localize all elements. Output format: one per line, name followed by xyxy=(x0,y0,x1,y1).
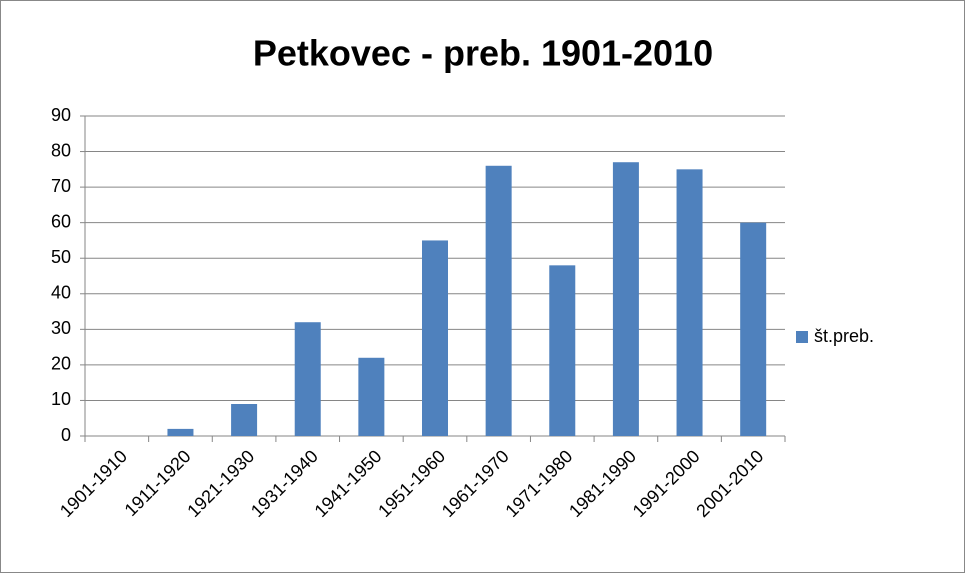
bar xyxy=(294,322,321,436)
bar xyxy=(231,404,258,436)
legend-label: št.preb. xyxy=(814,326,874,346)
bar xyxy=(740,222,767,436)
chart-title: Petkovec - preb. 1901-2010 xyxy=(253,33,713,74)
y-tick-label: 80 xyxy=(51,140,71,160)
bar xyxy=(612,162,639,436)
bar xyxy=(549,265,576,436)
bar xyxy=(485,165,512,436)
y-tick-label: 70 xyxy=(51,176,71,196)
y-tick-label: 40 xyxy=(51,283,71,303)
y-tick-label: 0 xyxy=(61,425,71,445)
y-tick-label: 30 xyxy=(51,318,71,338)
bar xyxy=(167,428,194,436)
bar xyxy=(676,169,703,437)
legend-swatch xyxy=(796,331,808,343)
y-tick-label: 10 xyxy=(51,389,71,409)
y-tick-label: 20 xyxy=(51,354,71,374)
bar xyxy=(422,240,448,436)
y-tick-label: 90 xyxy=(51,105,71,125)
y-tick-label: 50 xyxy=(51,247,71,267)
bar xyxy=(358,357,385,436)
y-tick-label: 60 xyxy=(51,211,71,231)
